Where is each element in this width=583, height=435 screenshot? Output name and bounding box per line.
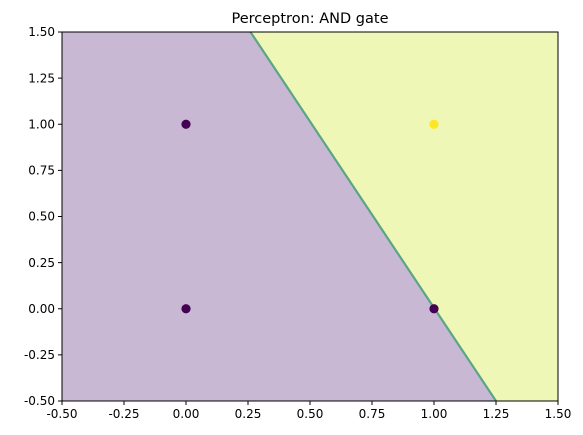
data-point-1 <box>181 119 191 129</box>
y-tick-label: 1.50 <box>28 25 55 39</box>
region-class-1 <box>250 32 559 401</box>
y-tick-label: -0.25 <box>24 348 55 362</box>
x-tick-label: 0.50 <box>297 407 324 421</box>
data-point-0 <box>181 304 191 314</box>
y-tick-label: 0.50 <box>28 210 55 224</box>
x-tick-label: 0.00 <box>173 407 200 421</box>
x-tick-label: -0.50 <box>46 407 77 421</box>
y-tick-label: 1.25 <box>28 71 55 85</box>
data-point-3 <box>429 119 439 129</box>
x-tick-label: -0.25 <box>108 407 139 421</box>
data-point-2 <box>429 304 439 314</box>
x-tick-label: 1.00 <box>421 407 448 421</box>
y-tick-label: 1.00 <box>28 117 55 131</box>
decision-boundary-line <box>249 31 497 402</box>
y-tick-label: -0.50 <box>24 394 55 408</box>
y-tick-label: 0.25 <box>28 256 55 270</box>
region-class-0 <box>62 32 496 401</box>
x-tick-label: 0.75 <box>359 407 386 421</box>
x-tick-label: 0.25 <box>235 407 262 421</box>
x-tick-label: 1.50 <box>545 407 572 421</box>
y-tick-label: 0.75 <box>28 164 55 178</box>
y-tick-label: 0.00 <box>28 302 55 316</box>
plot-area <box>62 31 559 402</box>
axes: -0.50 -0.25 0.00 0.25 0.50 0.75 1.00 1.25 1.50 -0… <box>24 25 571 421</box>
x-tick-label: 1.25 <box>483 407 510 421</box>
chart-title: Perceptron: AND gate <box>231 11 388 27</box>
